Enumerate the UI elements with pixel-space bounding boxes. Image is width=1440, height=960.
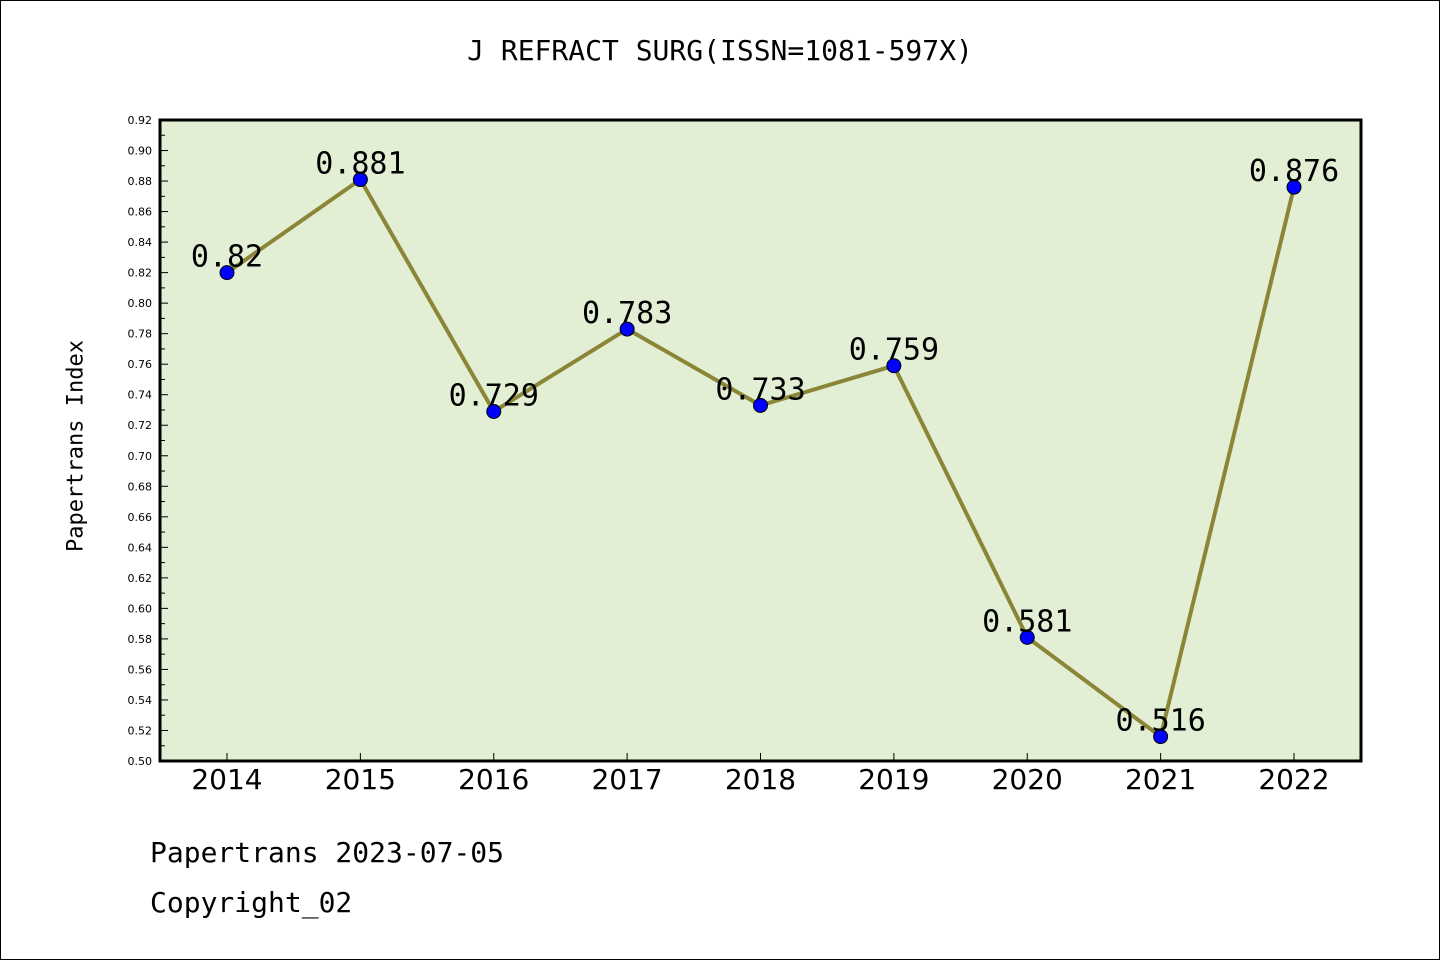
data-label: 0.729 xyxy=(449,379,539,414)
y-tick-label: 0.62 xyxy=(128,572,153,585)
y-tick-label: 0.56 xyxy=(128,663,153,676)
y-tick-label: 0.60 xyxy=(128,602,153,615)
data-label: 0.783 xyxy=(582,296,672,331)
x-tick-label: 2015 xyxy=(325,763,396,796)
x-tick-label: 2020 xyxy=(992,763,1063,796)
y-tick-label: 0.92 xyxy=(128,114,153,127)
footer-date: Papertrans 2023-07-05 xyxy=(150,836,505,869)
x-tick-label: 2016 xyxy=(458,763,529,796)
y-tick-label: 0.52 xyxy=(128,724,153,737)
y-tick-label: 0.68 xyxy=(128,480,153,493)
y-tick-label: 0.54 xyxy=(128,694,153,707)
data-label: 0.82 xyxy=(191,240,263,275)
y-tick-label: 0.90 xyxy=(128,145,153,158)
y-tick-label: 0.64 xyxy=(128,541,153,554)
data-point xyxy=(619,321,635,337)
y-tick-label: 0.70 xyxy=(128,450,153,463)
plot-border xyxy=(158,118,1363,763)
data-label: 0.733 xyxy=(715,372,805,407)
y-tick-label: 0.80 xyxy=(128,297,153,310)
chart-title: J REFRACT SURG(ISSN=1081-597X) xyxy=(467,34,973,67)
data-label: 0.516 xyxy=(1115,704,1205,739)
y-tick-label: 0.50 xyxy=(128,755,153,768)
y-tick-label: 0.58 xyxy=(128,633,153,646)
x-tick-label: 2021 xyxy=(1125,763,1196,796)
x-tick-label: 2018 xyxy=(725,763,796,796)
x-tick-label: 2014 xyxy=(191,763,262,796)
y-tick-label: 0.66 xyxy=(128,511,153,524)
data-point xyxy=(1286,179,1302,195)
y-tick-label: 0.86 xyxy=(128,206,153,219)
x-tick-label: 2017 xyxy=(591,763,662,796)
y-tick-label: 0.82 xyxy=(128,267,153,280)
data-point xyxy=(1019,629,1035,645)
data-point xyxy=(219,265,235,281)
x-tick-label: 2022 xyxy=(1258,763,1329,796)
plot-area xyxy=(160,120,1361,761)
y-tick-label: 0.84 xyxy=(128,236,153,249)
data-point xyxy=(486,404,502,420)
y-tick-label: 0.72 xyxy=(128,419,153,432)
y-tick-label: 0.74 xyxy=(128,389,153,402)
x-tick-label: 2019 xyxy=(858,763,929,796)
footer-copyright: Copyright_02 xyxy=(150,886,353,919)
data-label: 0.759 xyxy=(849,333,939,368)
data-label: 0.581 xyxy=(982,604,1072,639)
y-tick-label: 0.78 xyxy=(128,328,153,341)
data-label: 0.876 xyxy=(1249,154,1339,189)
data-point xyxy=(352,172,368,188)
data-point xyxy=(886,358,902,374)
y-tick-label: 0.76 xyxy=(128,358,153,371)
data-point xyxy=(1153,729,1169,745)
data-point xyxy=(753,397,768,413)
data-label: 0.881 xyxy=(315,147,405,182)
y-tick-label: 0.88 xyxy=(128,175,153,188)
